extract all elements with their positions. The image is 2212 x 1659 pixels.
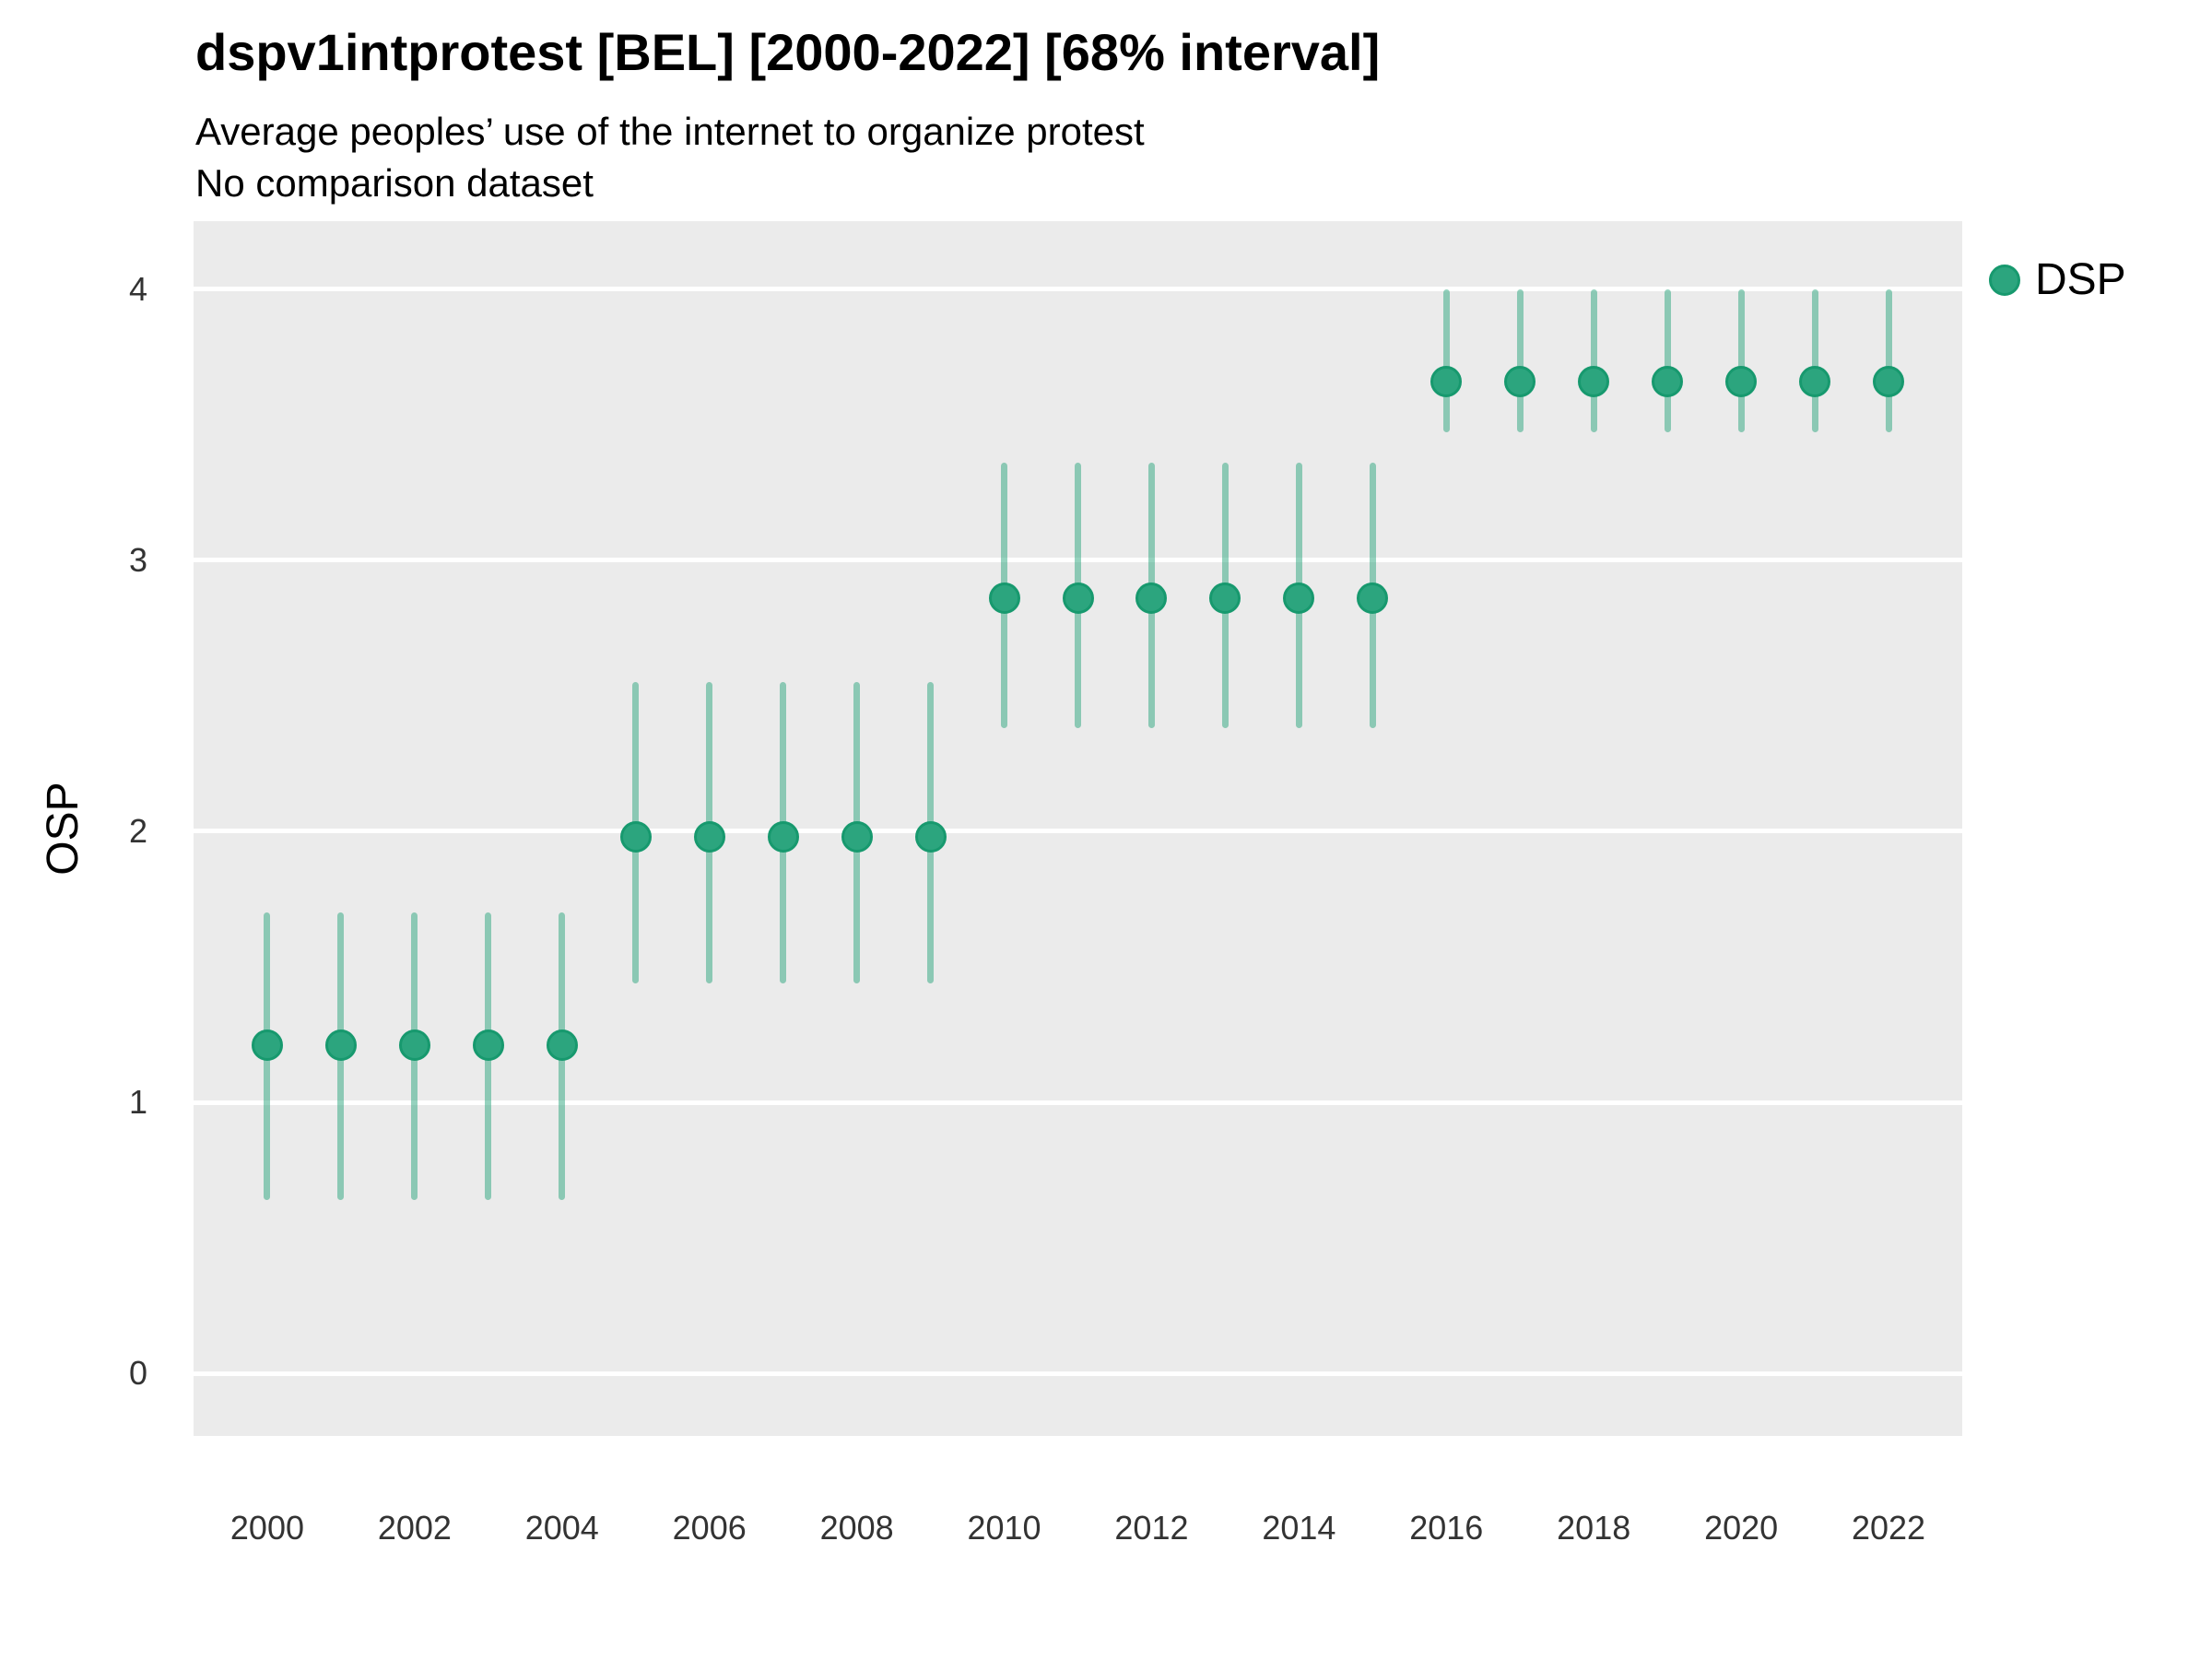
x-tick-label: 2002: [377, 1509, 452, 1547]
data-point: [251, 1030, 283, 1062]
data-point: [914, 820, 947, 853]
data-point: [1209, 582, 1241, 614]
gridline: [194, 1371, 1962, 1376]
data-point: [546, 1030, 578, 1062]
x-tick-label: 2008: [819, 1509, 894, 1547]
x-tick-label: 2016: [1409, 1509, 1484, 1547]
interval-bar: [1516, 288, 1524, 433]
gridline: [194, 1100, 1962, 1105]
data-point: [1873, 365, 1905, 397]
interval-bar: [1664, 288, 1671, 433]
interval-bar: [1590, 288, 1597, 433]
interval-bar: [1885, 288, 1892, 433]
data-point: [988, 582, 1020, 614]
x-tick-label: 2012: [1114, 1509, 1189, 1547]
gridline: [194, 287, 1962, 292]
x-tick-label: 2004: [524, 1509, 599, 1547]
x-tick-label: 2022: [1851, 1509, 1926, 1547]
legend: DSP: [1989, 254, 2126, 305]
data-point: [472, 1030, 504, 1062]
data-point: [1283, 582, 1315, 614]
y-tick-label: 2: [128, 811, 147, 850]
data-point: [1725, 365, 1758, 397]
legend-label: DSP: [2035, 255, 2126, 304]
chart-title: dspv1intprotest [BEL] [2000-2022] [68% i…: [195, 23, 1381, 81]
legend-marker-icon: [1989, 264, 2020, 296]
x-tick-label: 2014: [1262, 1509, 1336, 1547]
data-point: [1430, 365, 1463, 397]
x-tick-label: 2006: [672, 1509, 747, 1547]
y-tick-label: 1: [128, 1083, 147, 1122]
interval-bar: [1442, 288, 1450, 433]
y-tick-label: 3: [128, 540, 147, 579]
data-point: [1135, 582, 1168, 614]
interval-bar: [1737, 288, 1745, 433]
data-point: [1504, 365, 1536, 397]
data-point: [1652, 365, 1684, 397]
y-tick-label: 4: [128, 269, 147, 308]
x-tick-label: 2018: [1557, 1509, 1631, 1547]
data-point: [324, 1030, 357, 1062]
x-tick-label: 2010: [967, 1509, 1041, 1547]
y-tick-label: 0: [128, 1354, 147, 1393]
chart-note: No comparison dataset: [195, 161, 594, 205]
data-point: [619, 820, 652, 853]
x-tick-label: 2020: [1704, 1509, 1779, 1547]
data-point: [767, 820, 799, 853]
data-point: [1357, 582, 1389, 614]
data-point: [841, 820, 873, 853]
chart-subtitle: Average peoples’ use of the internet to …: [195, 110, 1145, 153]
gridline: [194, 829, 1962, 834]
data-point: [1799, 365, 1831, 397]
data-point: [693, 820, 725, 853]
plot-panel: [194, 221, 1962, 1436]
data-point: [1578, 365, 1610, 397]
x-tick-label: 2000: [229, 1509, 304, 1547]
data-point: [1062, 582, 1094, 614]
data-point: [398, 1030, 430, 1062]
interval-bar: [1811, 288, 1818, 433]
